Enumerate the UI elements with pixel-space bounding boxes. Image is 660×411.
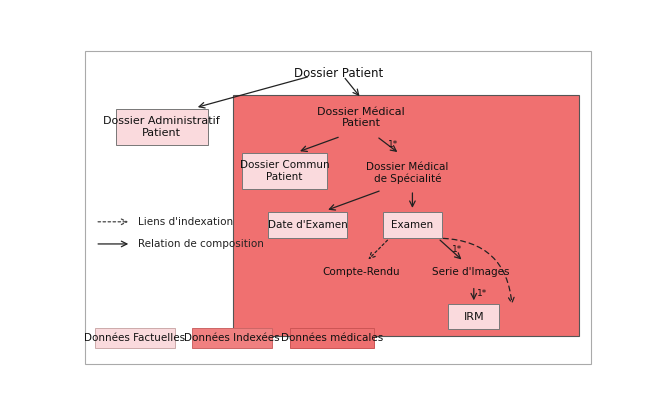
Text: Données Factuelles: Données Factuelles (84, 333, 185, 343)
FancyBboxPatch shape (383, 212, 442, 238)
Text: Date d'Examen: Date d'Examen (268, 220, 347, 230)
Text: Données médicales: Données médicales (280, 333, 383, 343)
Text: Liens d'indexation: Liens d'indexation (138, 217, 233, 227)
Text: Dossier Médical
de Spécialité: Dossier Médical de Spécialité (366, 162, 449, 184)
Text: Dossier Patient: Dossier Patient (294, 67, 383, 80)
FancyBboxPatch shape (95, 328, 174, 349)
Text: 1*: 1* (477, 289, 488, 298)
FancyBboxPatch shape (290, 328, 374, 349)
Text: Données Indexées: Données Indexées (184, 333, 280, 343)
Text: IRM: IRM (463, 312, 484, 322)
FancyBboxPatch shape (115, 109, 208, 145)
Text: 1*: 1* (388, 140, 398, 149)
FancyBboxPatch shape (193, 328, 272, 349)
Text: Dossier Médical
Patient: Dossier Médical Patient (317, 106, 405, 128)
FancyBboxPatch shape (448, 304, 500, 329)
Text: Serie d'Images: Serie d'Images (432, 268, 510, 277)
Text: Dossier Administratif
Patient: Dossier Administratif Patient (104, 116, 220, 138)
FancyBboxPatch shape (242, 153, 327, 189)
Text: 1*: 1* (452, 245, 462, 254)
Text: Compte-Rendu: Compte-Rendu (323, 268, 400, 277)
Text: Relation de composition: Relation de composition (138, 239, 263, 249)
Text: Dossier Commun
Patient: Dossier Commun Patient (240, 160, 329, 182)
Text: Examen: Examen (391, 220, 434, 230)
FancyBboxPatch shape (234, 95, 579, 336)
FancyBboxPatch shape (268, 212, 347, 238)
